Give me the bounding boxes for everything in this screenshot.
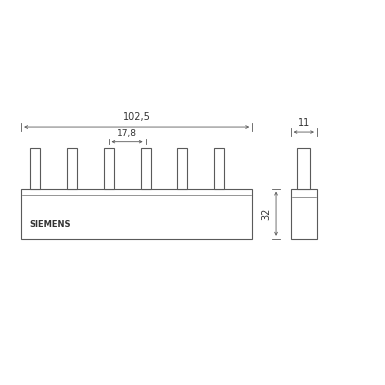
Text: SIEMENS: SIEMENS: [29, 220, 70, 229]
Bar: [30, 148, 40, 189]
Text: 32: 32: [261, 208, 271, 220]
Bar: [297, 148, 310, 189]
Bar: [141, 148, 151, 189]
Text: 11: 11: [298, 118, 310, 128]
Bar: [291, 189, 317, 239]
Text: 102,5: 102,5: [123, 112, 151, 122]
Bar: [104, 148, 114, 189]
Bar: [67, 148, 77, 189]
Text: 17,8: 17,8: [117, 129, 137, 138]
Bar: [21, 189, 252, 239]
Bar: [177, 148, 187, 189]
Bar: [214, 148, 224, 189]
